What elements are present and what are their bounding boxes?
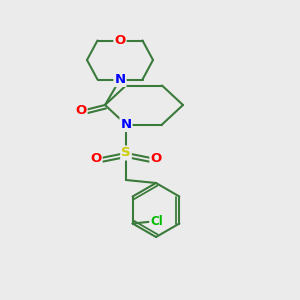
- Text: O: O: [114, 34, 126, 47]
- Text: S: S: [121, 146, 131, 160]
- Text: N: N: [114, 73, 126, 86]
- Text: O: O: [90, 152, 102, 166]
- Text: O: O: [75, 104, 87, 118]
- Text: Cl: Cl: [150, 214, 163, 228]
- Text: O: O: [150, 152, 162, 166]
- Text: N: N: [120, 118, 132, 131]
